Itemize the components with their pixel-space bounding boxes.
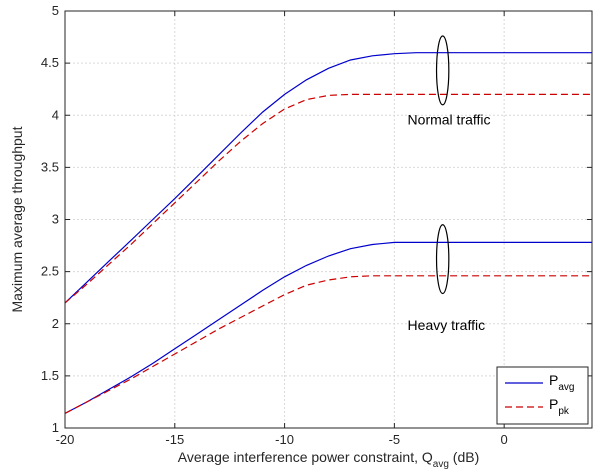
group-annotation: Heavy traffic — [408, 317, 486, 333]
y-tick-label: 2.5 — [41, 264, 59, 279]
legend-label-pk: Ppk — [549, 396, 570, 417]
legend: Pavg Ppk — [496, 366, 589, 425]
y-axis-label: Maximum average throughput — [9, 126, 25, 312]
y-tick-label: 3 — [52, 212, 59, 227]
group-ellipse — [435, 224, 450, 295]
y-tick-label: 4 — [52, 107, 59, 122]
x-tick-label: -5 — [389, 432, 401, 447]
y-tick-label: 1.5 — [41, 368, 59, 383]
normal-traffic-pk-line — [64, 93, 592, 304]
legend-label-avg: Pavg — [549, 372, 574, 393]
y-tick-label: 2 — [52, 316, 59, 331]
y-tick-label: 5 — [52, 3, 59, 18]
x-tick-label: -10 — [275, 432, 294, 447]
x-axis-label-main: Average interference power constraint, Q — [178, 449, 433, 465]
y-tick-label: 3.5 — [41, 159, 59, 174]
y-tick-label: 1 — [52, 420, 59, 435]
plot-frame — [64, 10, 593, 429]
group-ellipse — [435, 35, 450, 106]
annotation-layer: Normal traffic Heavy traffic — [408, 35, 491, 333]
x-axis-label-unit: (dB) — [449, 449, 479, 465]
y-tick-layer: 1 1.5 2 2.5 3 3.5 4 4.5 5 — [41, 3, 592, 435]
series-layer — [64, 52, 592, 414]
y-tick-label: 4.5 — [41, 55, 59, 70]
plot-grid — [64, 10, 592, 429]
group-annotation: Normal traffic — [408, 112, 491, 128]
x-tick-layer: -20 -15 -10 -5 0 — [56, 11, 508, 447]
x-axis-label: Average interference power constraint, Q… — [178, 449, 479, 470]
heavy-traffic-avg-line — [64, 241, 592, 414]
x-tick-label: -15 — [165, 432, 184, 447]
heavy-traffic-pk-line — [64, 275, 592, 414]
x-tick-label: 0 — [501, 432, 508, 447]
legend-box — [496, 366, 589, 425]
normal-traffic-avg-line — [64, 52, 592, 304]
x-axis-label-sub: avg — [433, 459, 449, 470]
x-tick-label: -20 — [56, 432, 75, 447]
